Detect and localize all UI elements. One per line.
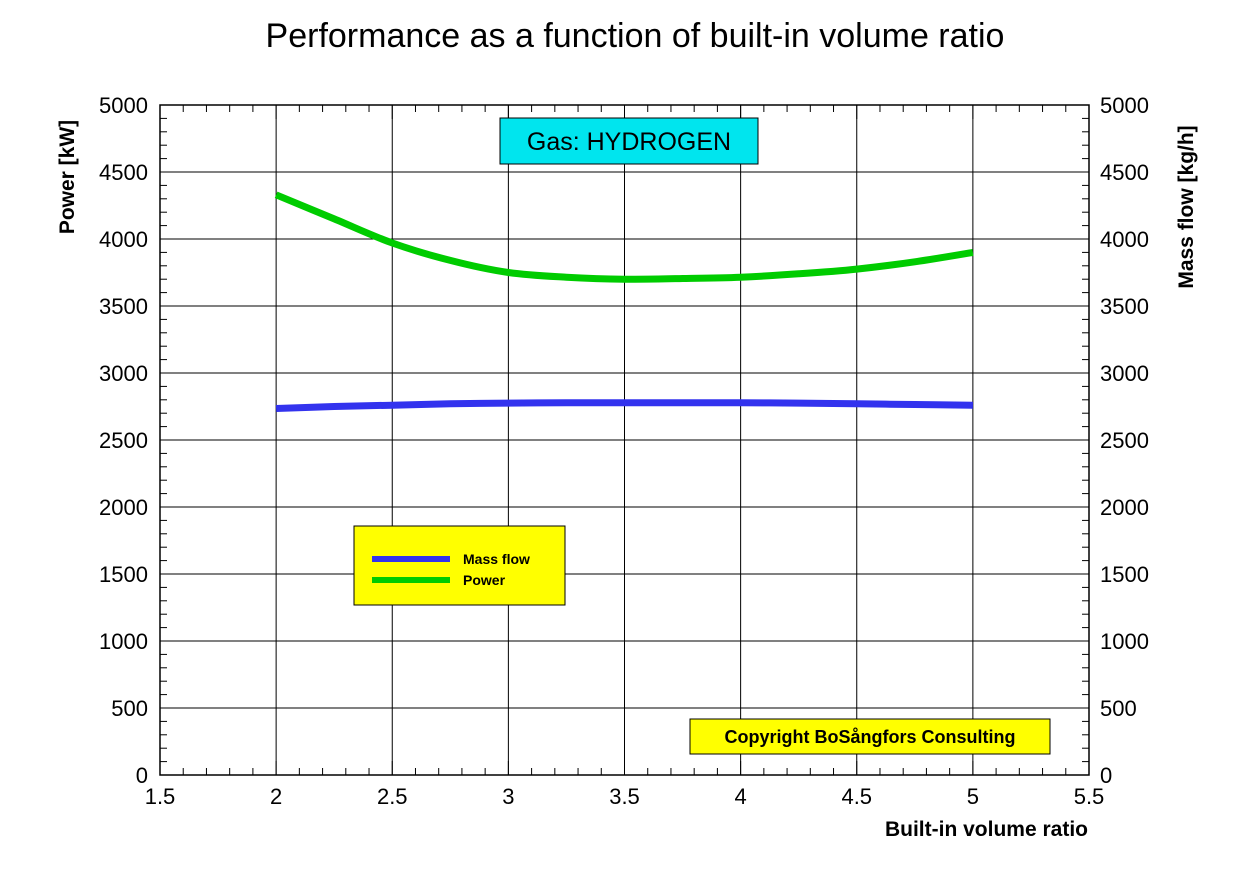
x-tick-label: 3	[502, 784, 514, 809]
y2-tick-label: 4500	[1100, 160, 1149, 185]
y2-tick-label: 3000	[1100, 361, 1149, 386]
legend-label-mass-flow: Mass flow	[463, 551, 530, 567]
y-tick-label: 0	[136, 763, 148, 788]
series-line-mass-flow	[275, 399, 973, 412]
x-tick-label: 3.5	[609, 784, 640, 809]
tick-labels: 1.5 2 2.5 3 3.5 4 4.5 5 5.5050010001500200025003…	[99, 93, 1149, 809]
series-line-power	[274, 191, 974, 283]
y-tick-label: 4000	[99, 227, 148, 252]
y2-tick-label: 2000	[1100, 495, 1149, 520]
series-lines	[274, 191, 974, 412]
y-tick-label: 2500	[99, 428, 148, 453]
y-tick-label: 4500	[99, 160, 148, 185]
x-tick-label: 4.5	[841, 784, 872, 809]
legend-label-power: Power	[463, 572, 506, 588]
y2-tick-label: 1500	[1100, 562, 1149, 587]
x-tick-label: 2	[270, 784, 282, 809]
chart-title: Performance as a function of built-in vo…	[266, 17, 1005, 55]
y-axis-label: Power [kW]	[56, 120, 79, 234]
y-tick-label: 3000	[99, 361, 148, 386]
y2-tick-label: 500	[1100, 696, 1137, 721]
legend: Mass flow Power	[353, 525, 566, 606]
x-tick-label: 2.5	[377, 784, 408, 809]
y2-tick-label: 0	[1100, 763, 1112, 788]
gas-annotation-box	[499, 117, 759, 165]
y-tick-label: 5000	[99, 93, 148, 118]
legend-box	[353, 525, 566, 606]
gas-annotation: Gas: HYDROGEN	[499, 117, 759, 165]
y-tick-label: 1500	[99, 562, 148, 587]
copyright-text: Copyright BoSångfors Consulting	[725, 727, 1016, 747]
y2-tick-label: 4000	[1100, 227, 1149, 252]
y2-tick-label: 3500	[1100, 294, 1149, 319]
x-tick-label: 4	[735, 784, 747, 809]
copyright-annotation: Copyright BoSångfors Consulting	[689, 718, 1051, 755]
y2-axis-label: Mass flow [kg/h]	[1175, 125, 1198, 288]
x-axis-label: Built-in volume ratio	[885, 818, 1088, 841]
plot-frame	[159, 104, 1090, 776]
y-tick-label: 1000	[99, 629, 148, 654]
copyright-box	[689, 718, 1051, 755]
grid	[160, 105, 1089, 775]
x-tick-label: 5	[967, 784, 979, 809]
y-tick-label: 2000	[99, 495, 148, 520]
y-tick-label: 3500	[99, 294, 148, 319]
y2-tick-label: 2500	[1100, 428, 1149, 453]
gas-annotation-text: Gas: HYDROGEN	[527, 128, 731, 156]
y-tick-label: 500	[111, 696, 148, 721]
x-tick-label: 5.5	[1074, 784, 1105, 809]
y2-tick-label: 1000	[1100, 629, 1149, 654]
y2-tick-label: 5000	[1100, 93, 1149, 118]
x-tick-label: 1.5	[145, 784, 176, 809]
